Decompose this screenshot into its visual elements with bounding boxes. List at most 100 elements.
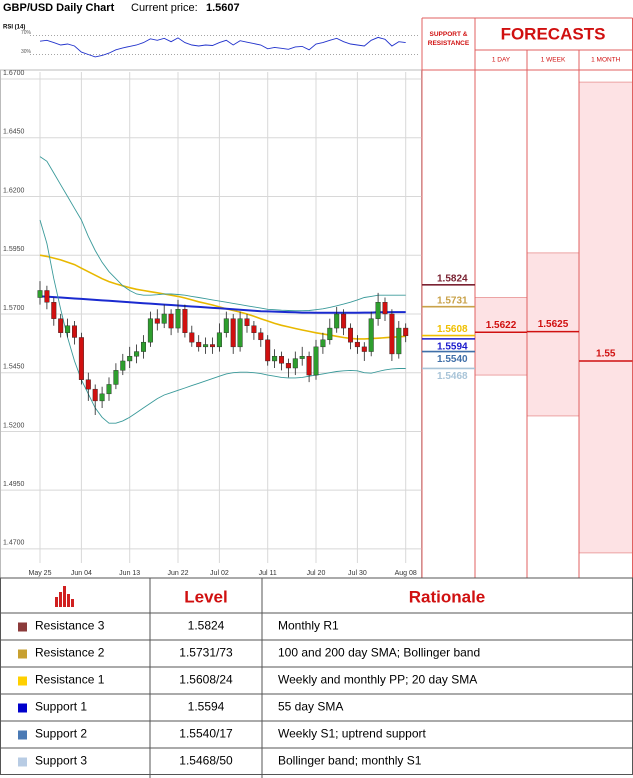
candle-body — [44, 290, 50, 303]
candle-body — [313, 346, 319, 376]
candle-body — [320, 339, 326, 348]
rsi-label: RSI (14) — [3, 25, 25, 31]
candle-body — [92, 388, 98, 402]
forecast-period: 1 DAY — [492, 57, 511, 64]
row-swatch — [18, 649, 27, 659]
y-tick-label: 1.4700 — [3, 540, 25, 547]
forecast-value: 1.5625 — [538, 319, 569, 330]
candle-body — [147, 318, 153, 343]
row-swatch — [18, 730, 27, 740]
candle-body — [189, 332, 195, 343]
level-label: 1.5540 — [437, 354, 468, 365]
y-tick-label: 1.6200 — [3, 187, 25, 194]
candle-body — [209, 344, 215, 348]
x-tick-label: Jun 04 — [71, 570, 92, 577]
candle-body — [279, 356, 285, 364]
candle-body — [341, 313, 347, 329]
row-level: 1.5468/50 — [179, 754, 233, 768]
candle-body — [51, 302, 57, 319]
level-label: 1.5594 — [437, 342, 468, 353]
candle-body — [292, 358, 298, 369]
candle-body — [244, 318, 250, 326]
row-name: Support 3 — [35, 754, 87, 768]
forecast-range — [578, 81, 633, 554]
forecast-range — [474, 297, 528, 376]
y-tick-label: 1.5200 — [3, 422, 25, 429]
candle-body — [182, 309, 188, 333]
row-name: Support 2 — [35, 727, 87, 741]
rsi-tick-label: 70% — [21, 30, 32, 36]
candle-body — [71, 325, 77, 338]
row-rationale: 55 day SMA — [278, 700, 343, 714]
subtitle: Current price: — [131, 2, 198, 14]
forecast-period: 1 MONTH — [591, 57, 621, 64]
candle-body — [230, 318, 236, 348]
candle-body — [37, 290, 43, 298]
row-level: 1.5824 — [188, 619, 225, 633]
x-tick-label: Jun 22 — [167, 570, 188, 577]
row-rationale: 100 and 200 day SMA; Bollinger band — [278, 646, 480, 660]
candle-body — [106, 384, 112, 395]
row-level: 1.5540/17 — [179, 727, 233, 741]
level-label: 1.5731 — [437, 295, 468, 306]
candle-body — [99, 393, 105, 402]
x-tick-label: May 25 — [29, 570, 52, 577]
candle-body — [58, 318, 64, 333]
row-rationale: Bollinger band; monthly S1 — [278, 754, 422, 768]
candle-body — [354, 341, 360, 348]
forecast-value: 1.55 — [596, 349, 616, 360]
candle-body — [154, 318, 160, 324]
plot-area — [0, 69, 422, 579]
y-tick-label: 1.5450 — [3, 364, 25, 371]
candle-body — [196, 341, 202, 348]
forecast-range — [526, 252, 580, 417]
candle-body — [382, 302, 388, 315]
y-tick-label: 1.5700 — [3, 305, 25, 312]
x-tick-label: Jul 20 — [307, 570, 326, 577]
candle-body — [223, 318, 229, 333]
row-level: 1.5608/24 — [179, 673, 233, 687]
table-header: Rationale — [409, 587, 486, 606]
row-rationale: Weekly S1; uptrend support — [278, 727, 427, 741]
candle-body — [175, 309, 181, 329]
indicator-line — [39, 156, 406, 312]
candle-body — [334, 313, 340, 329]
row-name: Resistance 1 — [35, 673, 105, 687]
row-swatch — [18, 703, 27, 713]
candle-body — [375, 302, 381, 319]
candle-body — [272, 356, 278, 362]
candle-body — [120, 360, 126, 371]
chart-title: GBP/USD Daily Chart — [3, 2, 115, 14]
candle-body — [168, 313, 174, 329]
candle-body — [85, 379, 91, 390]
candle-body — [327, 327, 333, 341]
row-level: 1.5594 — [188, 700, 225, 714]
candle-body — [78, 337, 84, 380]
candle-body — [403, 327, 409, 337]
row-swatch — [18, 676, 27, 686]
candle-body — [285, 363, 291, 369]
row-name: Resistance 2 — [35, 646, 105, 660]
level-label: 1.5608 — [437, 324, 468, 335]
candle-body — [368, 318, 374, 352]
forecast-title: FORECASTS — [501, 24, 606, 43]
current-price: 1.5607 — [206, 2, 240, 14]
row-name: Support 1 — [35, 700, 87, 714]
level-label: 1.5824 — [437, 273, 468, 284]
x-tick-label: Jul 11 — [259, 570, 277, 577]
forecast-value: 1.5622 — [486, 320, 517, 331]
row-level: 1.5731/73 — [179, 646, 233, 660]
indicator-line — [39, 295, 406, 314]
forecast-period: 1 WEEK — [541, 57, 566, 64]
candle-body — [237, 318, 243, 348]
candle-body — [140, 341, 146, 352]
candle-body — [348, 327, 354, 343]
row-name: Resistance 3 — [35, 619, 105, 633]
candle-body — [389, 313, 395, 355]
rsi-tick-label: 30% — [21, 49, 32, 55]
candle-body — [113, 370, 119, 385]
levels-title: SUPPORT & RESISTANCE — [427, 31, 470, 47]
candle-body — [396, 327, 402, 355]
indicator-line — [39, 219, 406, 424]
